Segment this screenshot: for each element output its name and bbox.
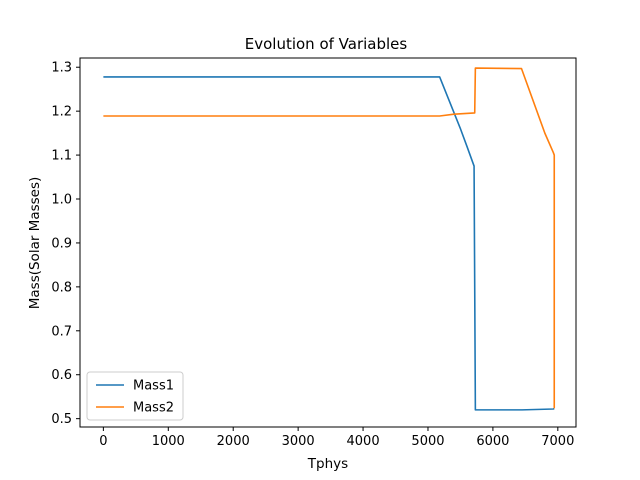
axis-ticks: 0 1000 2000 3000 4000 5000 6000 7000 0.5 0.6 0.7 0.… [51, 61, 574, 449]
legend-label: Mass1 [133, 379, 174, 394]
y-tick-label: 1.0 [51, 193, 72, 208]
series-line-mass2 [103, 67, 556, 409]
y-tick-label: 0.6 [51, 368, 72, 383]
y-tick-label: 0.9 [51, 236, 72, 251]
x-tick-label: 3000 [282, 434, 315, 449]
y-tick-label: 0.8 [51, 280, 72, 295]
legend-box [86, 371, 184, 421]
y-tick-label: 1.3 [51, 61, 72, 76]
y-tick-label: 1.1 [51, 149, 72, 164]
x-axis-label: Tphys [307, 456, 348, 472]
y-tick-label: 0.5 [51, 412, 72, 427]
y-tick-label: 0.7 [51, 324, 72, 339]
y-tick-label: 1.2 [51, 105, 72, 120]
x-tick-label: 1000 [152, 434, 185, 449]
x-tick-label: 7000 [541, 434, 574, 449]
x-tick-label: 6000 [476, 434, 509, 449]
axes-frame [79, 57, 577, 428]
legend: Mass1 Mass2 [86, 371, 184, 421]
x-tick-label: 5000 [411, 434, 444, 449]
chart-title: Evolution of Variables [245, 35, 408, 53]
x-tick-label: 2000 [217, 434, 250, 449]
x-tick-label: 4000 [347, 434, 380, 449]
series-line-mass1 [103, 76, 555, 411]
x-tick-label: 0 [99, 434, 107, 449]
legend-label: Mass2 [133, 401, 174, 416]
plot-area [103, 67, 556, 411]
y-axis-label: Mass(Solar Masses) [27, 177, 43, 310]
